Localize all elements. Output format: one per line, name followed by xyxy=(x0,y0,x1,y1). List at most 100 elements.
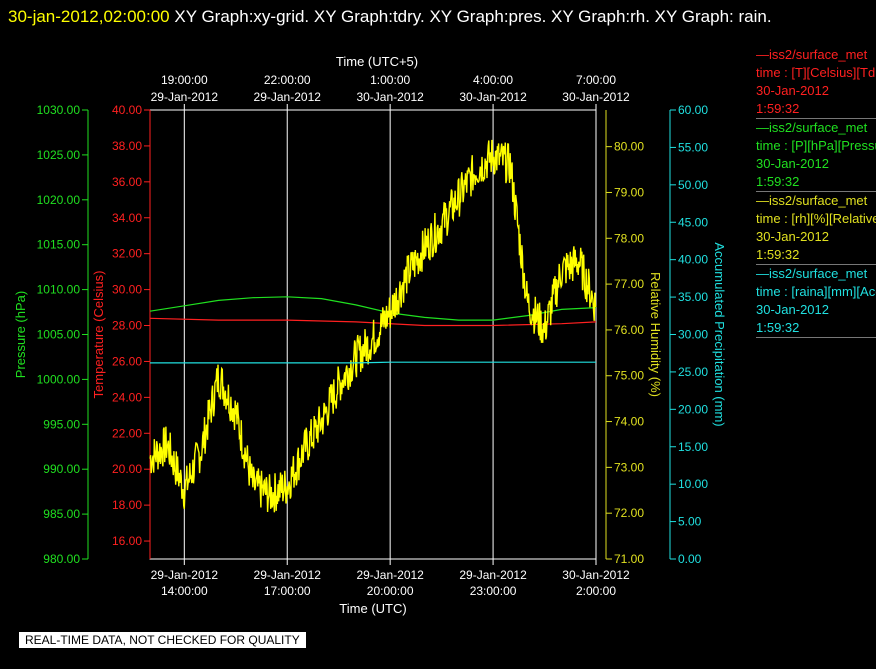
legend-item-temperature[interactable]: —iss2/surface_met time : [T][Celsius][Td… xyxy=(756,46,876,119)
rh-tick-label: 71.00 xyxy=(614,552,644,566)
pressure-tick-label: 1025.00 xyxy=(37,148,81,162)
x-top-axis-label: Time (UTC+5) xyxy=(336,54,418,69)
x-bottom-tick-time: 14:00:00 xyxy=(161,584,208,598)
legend-date: 30-Jan-2012 xyxy=(756,83,829,98)
precip-tick-label: 10.00 xyxy=(678,477,708,491)
pressure-tick-label: 1005.00 xyxy=(37,328,81,342)
rh-tick-label: 75.00 xyxy=(614,369,644,383)
x-top-tick-time: 19:00:00 xyxy=(161,73,208,87)
temperature-tick-label: 28.00 xyxy=(112,319,142,333)
pressure-tick-label: 1000.00 xyxy=(37,372,81,386)
rh-tick-label: 73.00 xyxy=(614,460,644,474)
rh-tick-label: 74.00 xyxy=(614,415,644,429)
page-title: 30-jan-2012,02:00:00 XY Graph:xy-grid. X… xyxy=(8,3,868,30)
legend-time: 1:59:32 xyxy=(756,174,800,189)
legend-date: 30-Jan-2012 xyxy=(756,229,829,244)
legend-variable: time : [T][Celsius][Tdry] xyxy=(756,65,876,80)
x-bottom-tick-date: 30-Jan-2012 xyxy=(562,568,630,582)
rh-tick-label: 76.00 xyxy=(614,323,644,337)
precip-tick-label: 20.00 xyxy=(678,402,708,416)
temperature-tick-label: 24.00 xyxy=(112,390,142,404)
temperature-axis-label: Temperature (Celsius) xyxy=(91,271,106,399)
legend-variable: time : [raina][mm][Accum] xyxy=(756,284,876,299)
x-top-tick-time: 4:00:00 xyxy=(473,73,513,87)
rh-tick-label: 72.00 xyxy=(614,506,644,520)
temperature-tick-label: 30.00 xyxy=(112,283,142,297)
pressure-tick-label: 1015.00 xyxy=(37,238,81,252)
pressure-tick-label: 995.00 xyxy=(43,417,80,431)
precip-tick-label: 0.00 xyxy=(678,552,702,566)
legend-variable: time : [rh][%][Relative] xyxy=(756,211,876,226)
legend-source: —iss2/surface_met xyxy=(756,47,868,62)
precip-tick-label: 15.00 xyxy=(678,440,708,454)
legend-source: —iss2/surface_met xyxy=(756,266,868,281)
pressure-tick-label: 1020.00 xyxy=(37,193,81,207)
x-top-tick-time: 22:00:00 xyxy=(264,73,311,87)
rh-tick-label: 80.00 xyxy=(614,140,644,154)
legend-date: 30-Jan-2012 xyxy=(756,302,829,317)
rh-tick-label: 78.00 xyxy=(614,231,644,245)
precip-tick-label: 50.00 xyxy=(678,178,708,192)
precip-tick-label: 35.00 xyxy=(678,290,708,304)
legend-variable: time : [P][hPa][Pressure] xyxy=(756,138,876,153)
temperature-tick-label: 20.00 xyxy=(112,462,142,476)
series-line-pressure xyxy=(149,296,597,321)
pressure-tick-label: 1010.00 xyxy=(37,283,81,297)
series-line-rh xyxy=(149,139,597,513)
legend-source: —iss2/surface_met xyxy=(756,120,868,135)
rh-tick-label: 77.00 xyxy=(614,277,644,291)
precip-tick-label: 40.00 xyxy=(678,253,708,267)
temperature-tick-label: 34.00 xyxy=(112,211,142,225)
rh-axis-label: Relative Humidity (%) xyxy=(648,272,663,397)
legend-item-precipitation[interactable]: —iss2/surface_met time : [raina][mm][Acc… xyxy=(756,265,876,338)
temperature-tick-label: 38.00 xyxy=(112,139,142,153)
legend-time: 1:59:32 xyxy=(756,247,800,262)
precip-tick-label: 55.00 xyxy=(678,140,708,154)
legend-item-humidity[interactable]: —iss2/surface_met time : [rh][%][Relativ… xyxy=(756,192,876,265)
x-top-tick-date: 29-Jan-2012 xyxy=(151,90,219,104)
temperature-tick-label: 16.00 xyxy=(112,534,142,548)
temperature-tick-label: 18.00 xyxy=(112,498,142,512)
series-line-precip xyxy=(150,361,596,364)
title-graph-list: XY Graph:xy-grid. XY Graph:tdry. XY Grap… xyxy=(169,7,772,26)
precip-tick-label: 25.00 xyxy=(678,365,708,379)
x-bottom-tick-date: 29-Jan-2012 xyxy=(254,568,322,582)
x-top-tick-time: 1:00:00 xyxy=(370,73,410,87)
rh-tick-label: 79.00 xyxy=(614,185,644,199)
x-bottom-tick-time: 17:00:00 xyxy=(264,584,311,598)
temperature-tick-label: 26.00 xyxy=(112,354,142,368)
legend: —iss2/surface_met time : [T][Celsius][Td… xyxy=(756,46,876,338)
precip-tick-label: 30.00 xyxy=(678,328,708,342)
pressure-tick-label: 980.00 xyxy=(43,552,80,566)
precip-axis-label: Accumulated Precipitation (mm) xyxy=(712,242,727,426)
legend-item-pressure[interactable]: —iss2/surface_met time : [P][hPa][Pressu… xyxy=(756,119,876,192)
x-bottom-tick-date: 29-Jan-2012 xyxy=(151,568,219,582)
title-timestamp: 30-jan-2012,02:00:00 xyxy=(8,7,170,26)
pressure-axis-label: Pressure (hPa) xyxy=(13,291,28,378)
precip-tick-label: 5.00 xyxy=(678,515,702,529)
legend-date: 30-Jan-2012 xyxy=(756,156,829,171)
x-top-tick-date: 30-Jan-2012 xyxy=(356,90,424,104)
x-bottom-tick-time: 2:00:00 xyxy=(576,584,616,598)
x-top-tick-date: 30-Jan-2012 xyxy=(562,90,630,104)
x-bottom-tick-date: 29-Jan-2012 xyxy=(356,568,424,582)
temperature-tick-label: 22.00 xyxy=(112,426,142,440)
temperature-tick-label: 40.00 xyxy=(112,103,142,117)
legend-time: 1:59:32 xyxy=(756,101,800,116)
pressure-tick-label: 985.00 xyxy=(43,507,80,521)
precip-tick-label: 60.00 xyxy=(678,103,708,117)
x-bottom-tick-date: 29-Jan-2012 xyxy=(459,568,527,582)
x-bottom-axis-label: Time (UTC) xyxy=(339,601,406,616)
x-top-tick-date: 30-Jan-2012 xyxy=(459,90,527,104)
x-top-tick-date: 29-Jan-2012 xyxy=(254,90,322,104)
pressure-tick-label: 990.00 xyxy=(43,462,80,476)
precip-tick-label: 45.00 xyxy=(678,215,708,229)
x-bottom-tick-time: 23:00:00 xyxy=(470,584,517,598)
pressure-tick-label: 1030.00 xyxy=(37,103,81,117)
x-bottom-tick-time: 20:00:00 xyxy=(367,584,414,598)
legend-source: —iss2/surface_met xyxy=(756,193,868,208)
legend-time: 1:59:32 xyxy=(756,320,800,335)
temperature-tick-label: 36.00 xyxy=(112,175,142,189)
temperature-tick-label: 32.00 xyxy=(112,247,142,261)
